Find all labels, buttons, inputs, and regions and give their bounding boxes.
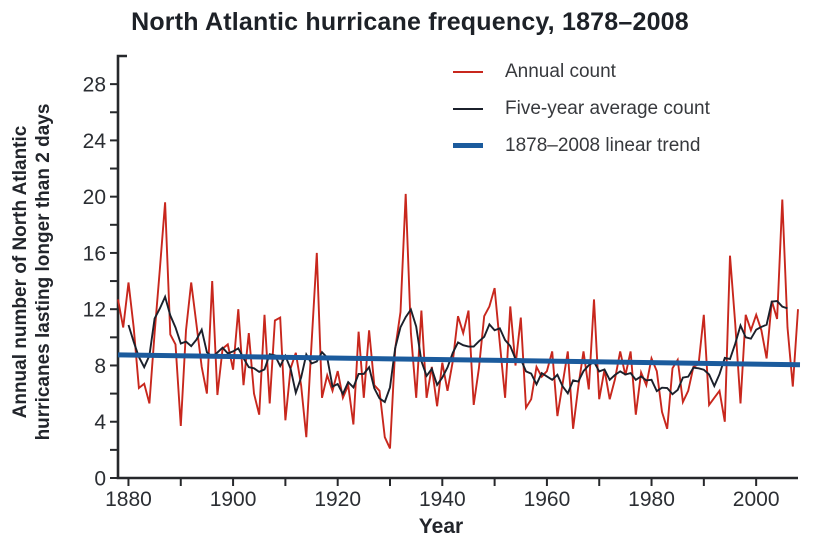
five-year-average-swatch bbox=[453, 107, 483, 110]
annual-count-swatch bbox=[453, 70, 483, 73]
x-tick-label: 1920 bbox=[314, 488, 361, 511]
y-tick-label: 20 bbox=[83, 186, 106, 209]
axes bbox=[116, 54, 798, 480]
chart-title: North Atlantic hurricane frequency, 1878… bbox=[131, 8, 689, 36]
linear-trend-swatch bbox=[453, 143, 483, 148]
y-tick-label: 0 bbox=[94, 468, 106, 491]
x-tick-label: 1900 bbox=[210, 488, 257, 511]
legend-item-five-year-average: Five-year average count bbox=[453, 90, 710, 127]
annual-count-line bbox=[117, 193, 799, 449]
x-tick-label: 1960 bbox=[524, 488, 571, 511]
five-year-average-line bbox=[127, 294, 788, 404]
x-tick-label: 1880 bbox=[105, 488, 152, 511]
legend-item-annual-count: Annual count bbox=[453, 53, 710, 90]
y-tick-label: 4 bbox=[94, 411, 106, 434]
legend-label: Five-year average count bbox=[505, 97, 710, 119]
x-tick-label: 1940 bbox=[419, 488, 466, 511]
legend-item-linear-trend: 1878–2008 linear trend bbox=[453, 127, 710, 164]
legend-label: Annual count bbox=[505, 60, 616, 82]
y-tick-label: 16 bbox=[83, 242, 106, 265]
x-tick-label: 2000 bbox=[733, 488, 780, 511]
y-tick-label: 8 bbox=[94, 355, 106, 378]
legend-label: 1878–2008 linear trend bbox=[505, 134, 701, 156]
x-tick-label: 1980 bbox=[628, 488, 675, 511]
trend-line bbox=[117, 352, 801, 368]
x-axis-label: Year bbox=[418, 515, 464, 538]
y-tick-label: 12 bbox=[83, 299, 106, 322]
y-tick-label: 24 bbox=[83, 130, 107, 153]
legend: Annual count Five-year average count 187… bbox=[453, 53, 710, 164]
y-tick-label: 28 bbox=[83, 74, 106, 97]
